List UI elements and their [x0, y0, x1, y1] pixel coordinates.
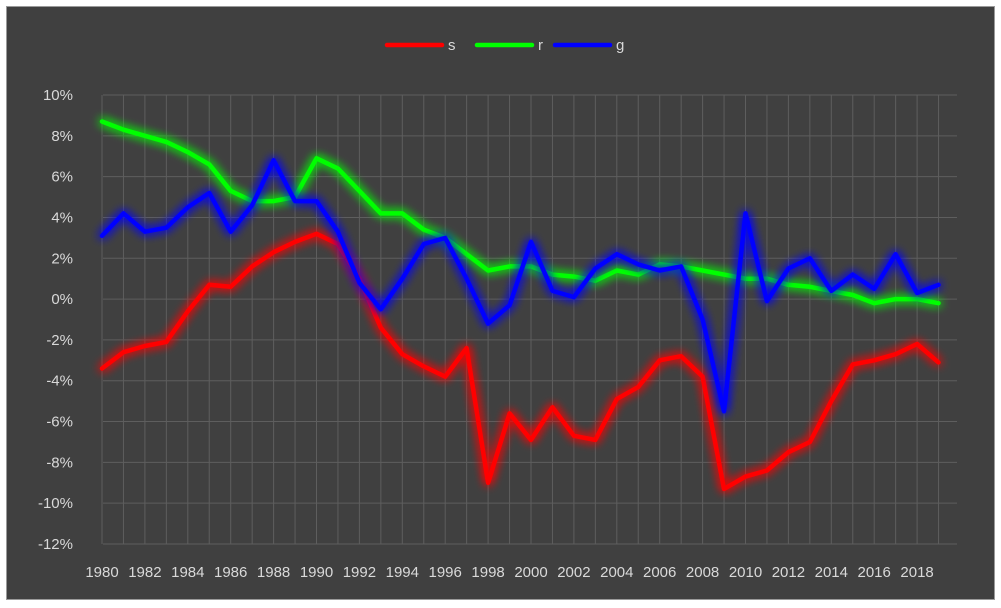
- x-tick-label: 1980: [85, 564, 118, 581]
- x-tick-label: 2004: [600, 564, 633, 581]
- y-tick-label: 2%: [51, 250, 73, 267]
- y-tick-label: 10%: [43, 87, 73, 104]
- x-tick-label: 1984: [171, 564, 204, 581]
- x-tick-label: 2008: [686, 564, 719, 581]
- x-tick-label: 1992: [343, 564, 376, 581]
- legend-label: r: [538, 37, 543, 54]
- x-tick-label: 2010: [729, 564, 762, 581]
- legend-label: g: [616, 37, 624, 54]
- y-tick-label: 8%: [51, 128, 73, 145]
- y-tick-label: -12%: [38, 536, 73, 553]
- y-tick-label: -6%: [46, 414, 73, 431]
- series-line-s: [99, 231, 941, 492]
- x-tick-label: 1990: [300, 564, 333, 581]
- line-chart: 10%8%6%4%2%0%-2%-4%-6%-8%-10%-12% 1980 19…: [38, 37, 957, 581]
- y-tick-label: -2%: [46, 332, 73, 349]
- x-tick-label: 1996: [429, 564, 462, 581]
- x-tick-label: 1982: [128, 564, 161, 581]
- y-tick-label: -10%: [38, 495, 73, 512]
- grid-layer: [101, 94, 957, 545]
- y-axis: 10% 8% 6% 4% 2% 0% -2% -4% -6% -8% -10% -12%: [38, 87, 73, 553]
- series-line-g: [99, 158, 941, 414]
- x-axis: 1980 1982 1984 1986 1988 1990 1992 1994 1996 1998…: [85, 564, 933, 581]
- y-tick-label: 0%: [51, 291, 73, 308]
- chart-area: 10% 8% 6% 4% 2% 0% -2% -4% -6% -8% -10% -12% 1980 19…: [6, 6, 995, 600]
- legend-item-g: g: [552, 37, 624, 54]
- series-layer: [99, 119, 941, 492]
- x-tick-label: 2002: [557, 564, 590, 581]
- x-tick-label: 2014: [815, 564, 848, 581]
- legend-label: s: [448, 37, 456, 54]
- legend-item-r: r: [474, 37, 543, 54]
- y-tick-label: 4%: [51, 209, 73, 226]
- x-tick-label: 1988: [257, 564, 290, 581]
- y-tick-label: -4%: [46, 373, 73, 390]
- legend-item-s: s: [384, 37, 456, 54]
- x-tick-label: 1986: [214, 564, 247, 581]
- series-line-r: [99, 119, 941, 306]
- x-tick-label: 2016: [858, 564, 891, 581]
- x-tick-label: 2006: [643, 564, 676, 581]
- x-tick-label: 2018: [900, 564, 933, 581]
- x-tick-label: 2012: [772, 564, 805, 581]
- x-tick-label: 2000: [514, 564, 547, 581]
- y-tick-label: -8%: [46, 454, 73, 471]
- y-tick-label: 6%: [51, 169, 73, 186]
- x-tick-label: 1998: [471, 564, 504, 581]
- x-tick-label: 1994: [386, 564, 419, 581]
